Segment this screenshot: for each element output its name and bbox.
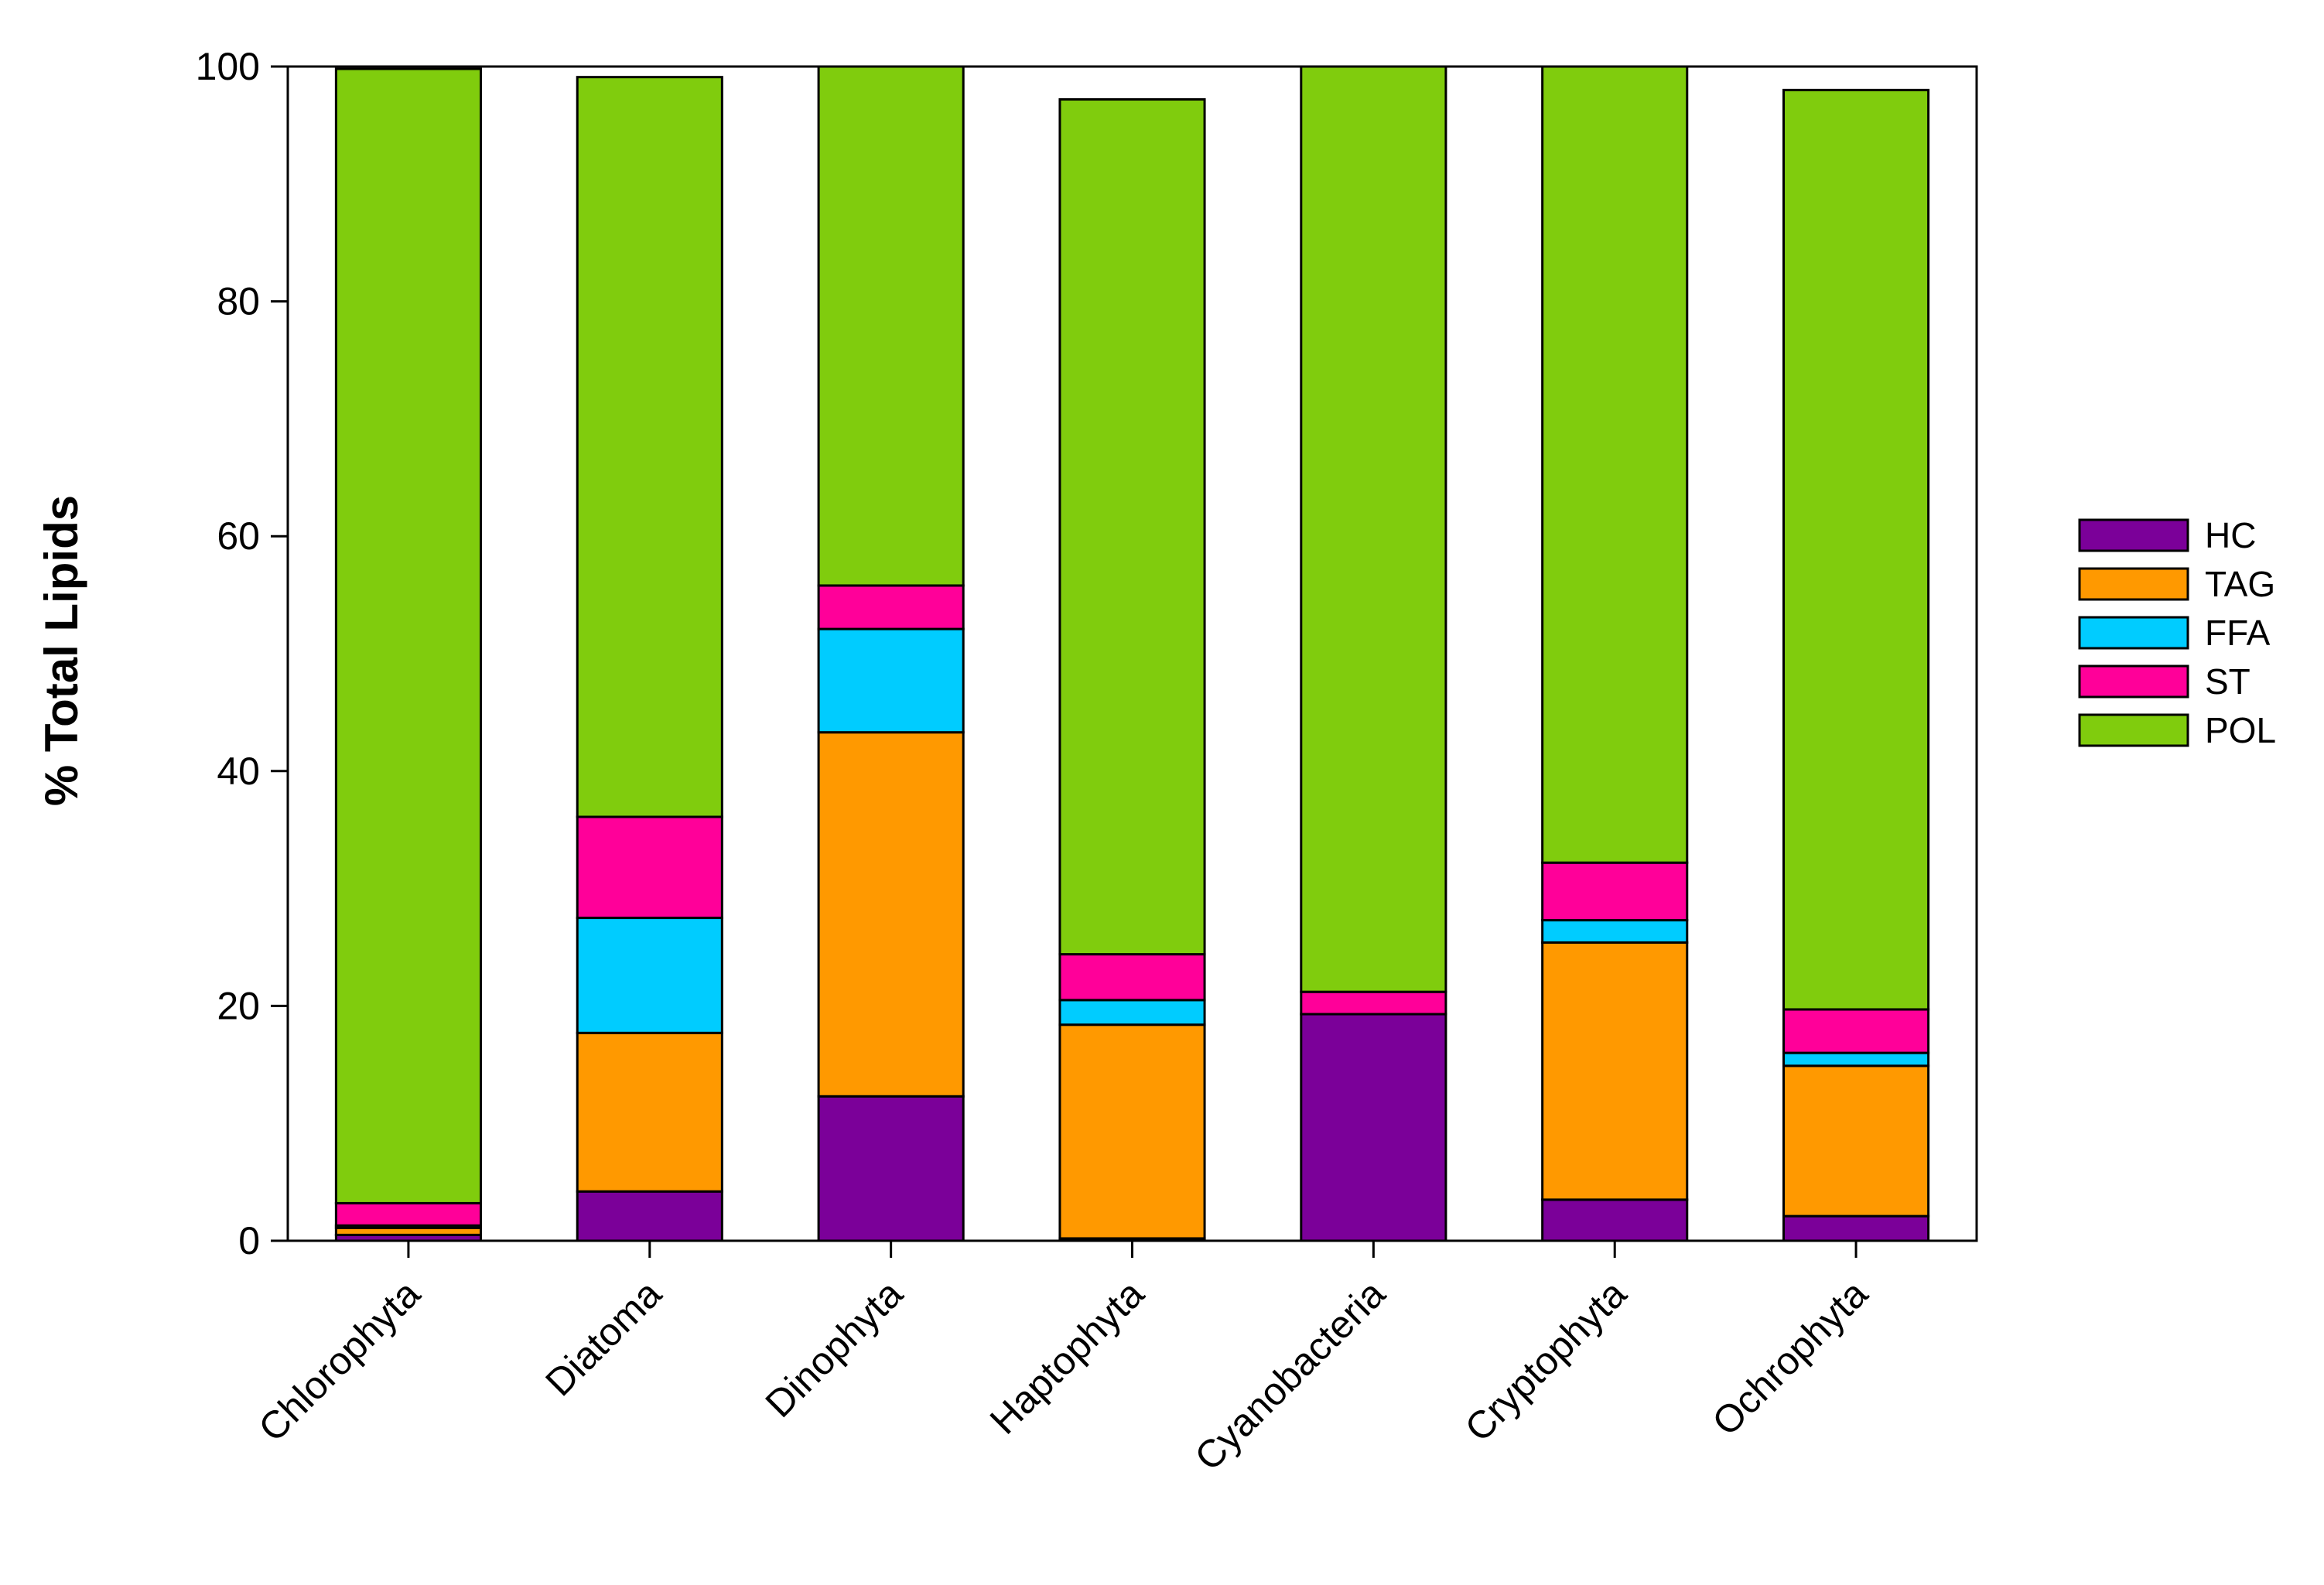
bar-tag-ochrophyta xyxy=(1782,1064,1930,1218)
bar-pol-haptophyta xyxy=(1058,98,1206,956)
x-tick-label-dinophyta: Dinophyta xyxy=(757,1272,911,1426)
y-axis-title: % Total Lipids xyxy=(36,495,87,806)
legend-swatch xyxy=(2078,518,2189,552)
bar-st-chlorophyta xyxy=(334,1201,482,1227)
bar-hc-cyanobacteria xyxy=(1300,1013,1447,1242)
bar-stack-chlorophyta xyxy=(334,67,482,1242)
bar-tag-cryptophyta xyxy=(1541,941,1689,1201)
bar-ffa-cryptophyta xyxy=(1541,919,1689,944)
bars-group xyxy=(334,65,1930,1242)
x-tick-label-cyanobacteria: Cyanobacteria xyxy=(1187,1272,1394,1479)
bar-ffa-haptophyta xyxy=(1058,999,1206,1026)
legend-item-tag: TAG xyxy=(2078,564,2275,604)
bar-st-diatoma xyxy=(576,815,723,920)
bar-hc-ochrophyta xyxy=(1782,1214,1930,1242)
y-tick-label: 40 xyxy=(217,750,260,793)
bar-tag-diatoma xyxy=(576,1031,723,1193)
legend-label: HC xyxy=(2205,515,2256,555)
legend-label: ST xyxy=(2205,661,2251,702)
y-axis: 0 20 40 60 80 100 xyxy=(196,45,288,1262)
bar-hc-cryptophyta xyxy=(1541,1198,1689,1242)
bar-tag-haptophyta xyxy=(1058,1023,1206,1240)
legend-swatch xyxy=(2078,616,2189,650)
bar-pol-cryptophyta xyxy=(1541,65,1689,864)
legend-swatch xyxy=(2078,664,2189,699)
legend-item-ffa: FFA xyxy=(2078,613,2271,653)
bar-ffa-dinophyta xyxy=(817,627,965,734)
bar-ffa-ochrophyta xyxy=(1782,1051,1930,1067)
legend-item-st: ST xyxy=(2078,661,2251,702)
bar-hc-diatoma xyxy=(576,1190,723,1242)
bar-pol-cyanobacteria xyxy=(1300,65,1447,993)
legend-item-pol: POL xyxy=(2078,710,2276,750)
legend-label: FFA xyxy=(2205,613,2271,653)
y-tick-label: 100 xyxy=(196,45,260,88)
legend-item-hc: HC xyxy=(2078,515,2256,555)
x-tick-label-chlorophyta: Chlorophyta xyxy=(250,1272,428,1450)
legend-swatch xyxy=(2078,567,2189,601)
y-tick-label: 20 xyxy=(217,984,260,1027)
bar-stack-haptophyta xyxy=(1058,98,1206,1242)
x-tick-label-diatoma: Diatoma xyxy=(537,1272,669,1404)
bar-st-dinophyta xyxy=(817,584,965,630)
y-tick-label: 60 xyxy=(217,514,260,558)
bar-pol-diatoma xyxy=(576,76,723,818)
legend-swatch xyxy=(2078,713,2189,747)
bar-pol-chlorophyta xyxy=(334,67,482,1204)
legend: HC TAG FFA ST POL xyxy=(2078,515,2276,750)
bar-st-cryptophyta xyxy=(1541,861,1689,922)
bar-stack-cryptophyta xyxy=(1541,65,1689,1242)
bar-pol-dinophyta xyxy=(817,65,965,587)
x-tick-label-haptophyta: Haptophyta xyxy=(982,1272,1153,1443)
bar-st-cyanobacteria xyxy=(1300,990,1447,1016)
y-tick-label: 80 xyxy=(217,280,260,323)
x-axis: Chlorophyta Diatoma Dinophyta Haptophyta Cya… xyxy=(250,1241,1876,1479)
bar-stack-diatoma xyxy=(576,76,723,1242)
bar-hc-dinophyta xyxy=(817,1095,965,1242)
bar-st-ochrophyta xyxy=(1782,1008,1930,1054)
x-tick-label-cryptophyta: Cryptophyta xyxy=(1457,1272,1635,1450)
bar-stack-cyanobacteria xyxy=(1300,65,1447,1242)
bar-ffa-diatoma xyxy=(576,917,723,1034)
bar-pol-ochrophyta xyxy=(1782,88,1930,1011)
bar-stack-dinophyta xyxy=(817,65,965,1242)
y-tick-label: 0 xyxy=(238,1219,260,1262)
bar-tag-dinophyta xyxy=(817,731,965,1098)
x-tick-label-ochrophyta: Ochrophyta xyxy=(1704,1272,1876,1444)
bar-st-haptophyta xyxy=(1058,953,1206,1002)
legend-label: TAG xyxy=(2205,564,2275,604)
bar-stack-ochrophyta xyxy=(1782,88,1930,1242)
legend-label: POL xyxy=(2205,710,2276,750)
